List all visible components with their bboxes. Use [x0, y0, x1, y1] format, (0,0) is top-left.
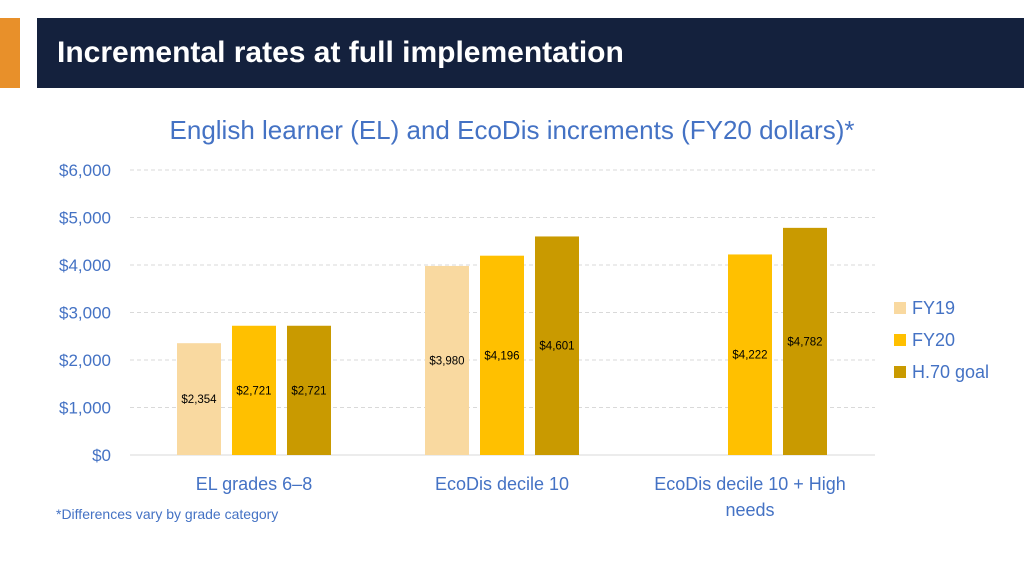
data-label: $4,196 — [484, 350, 519, 362]
y-tick-label: $5,000 — [59, 209, 111, 228]
slide-title: Incremental rates at full implementation — [57, 36, 624, 69]
y-tick-label: $1,000 — [59, 399, 111, 418]
bar — [287, 325, 331, 455]
title-bar: Incremental rates at full implementation — [37, 18, 1024, 88]
legend-label: FY20 — [912, 330, 955, 350]
legend-swatch — [894, 334, 906, 346]
bar — [480, 255, 524, 455]
legend-label: FY19 — [912, 298, 955, 318]
bar — [783, 227, 827, 455]
y-tick-label: $4,000 — [59, 256, 111, 275]
data-label: $4,222 — [732, 350, 767, 362]
x-tick-label: EcoDis decile 10 — [435, 474, 569, 494]
data-label: $4,782 — [787, 336, 822, 348]
data-label: $2,354 — [181, 394, 217, 406]
bar — [728, 254, 772, 455]
y-tick-label: $2,000 — [59, 351, 111, 370]
bar — [425, 265, 469, 455]
y-tick-label: $0 — [92, 446, 111, 465]
data-label: $4,601 — [539, 341, 574, 353]
legend-label: H.70 goal — [912, 362, 989, 382]
bar — [232, 325, 276, 455]
y-tick-label: $6,000 — [59, 161, 111, 180]
x-tick-label: EL grades 6–8 — [196, 474, 312, 494]
chart-title: English learner (EL) and EcoDis incremen… — [169, 115, 855, 145]
legend-swatch — [894, 366, 906, 378]
data-label: $2,721 — [236, 385, 271, 397]
data-label: $3,980 — [429, 355, 464, 367]
footnote: *Differences vary by grade category — [56, 506, 279, 522]
accent-bar — [0, 18, 20, 88]
legend-swatch — [894, 302, 906, 314]
bar — [177, 343, 221, 455]
y-tick-label: $3,000 — [59, 304, 111, 323]
bar — [535, 236, 579, 455]
data-label: $2,721 — [291, 385, 326, 397]
x-tick-label: needs — [725, 500, 774, 520]
x-tick-label: EcoDis decile 10 + High — [654, 474, 846, 494]
